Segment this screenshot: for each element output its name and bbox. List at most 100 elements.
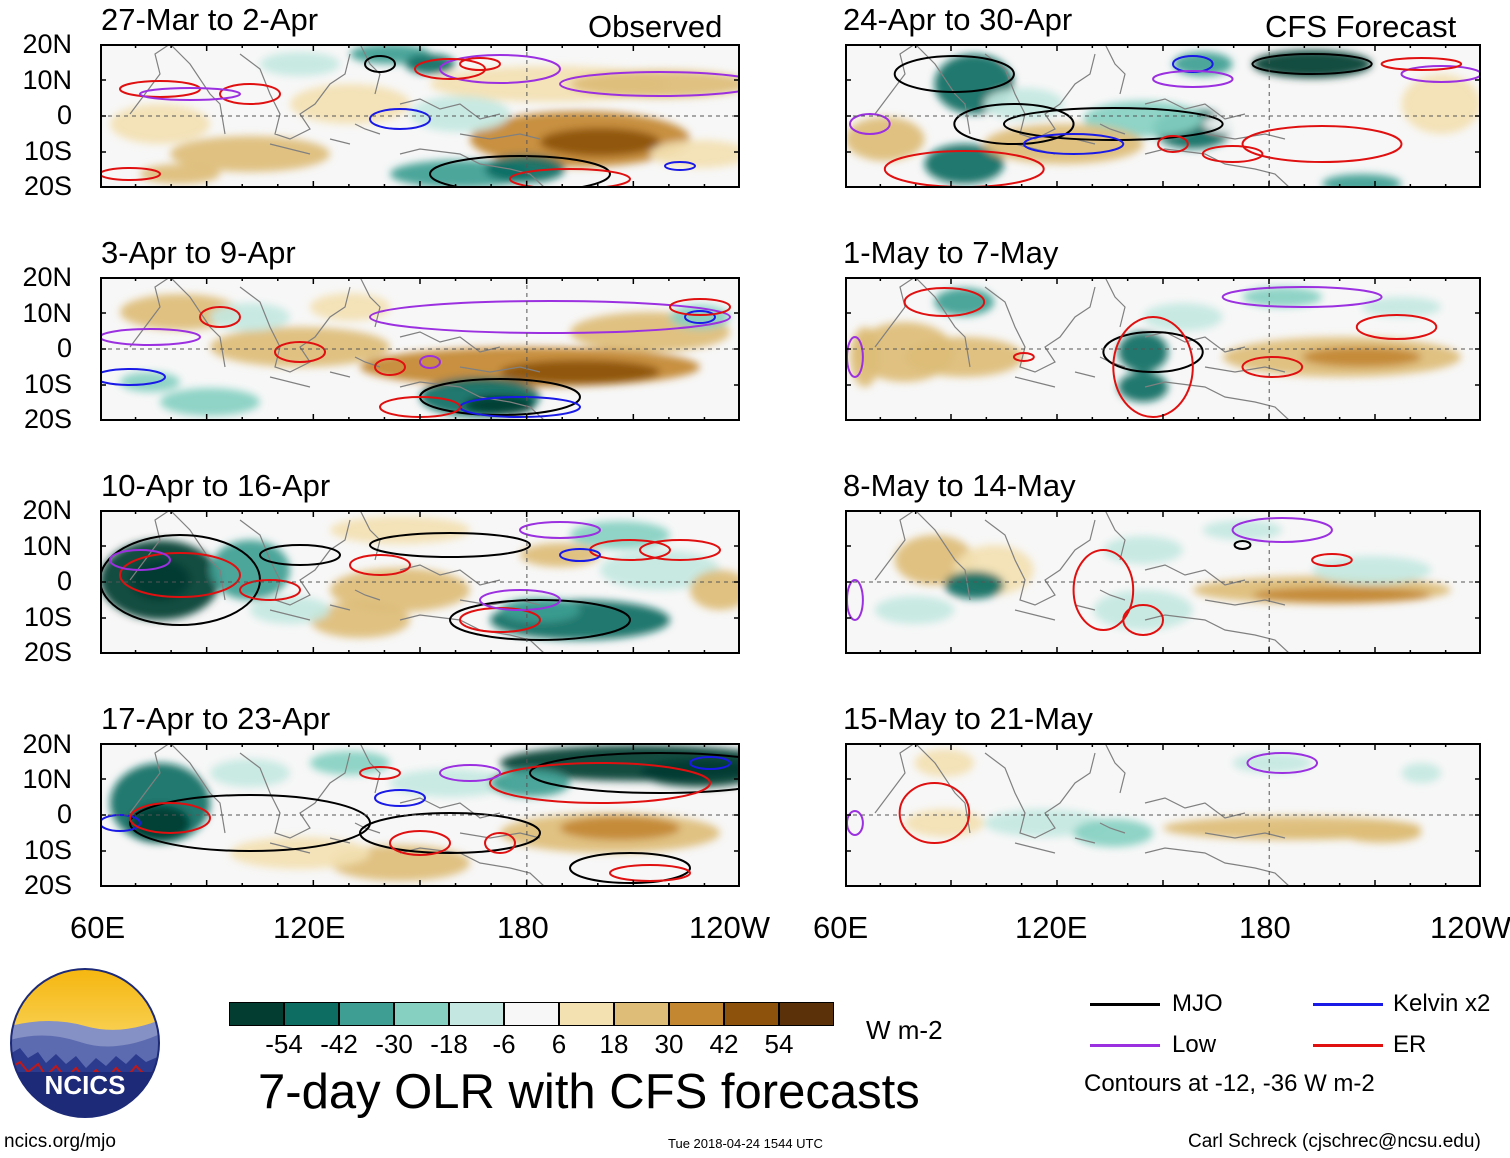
olr-anomaly-blob xyxy=(1341,823,1422,843)
lat-label: 10N xyxy=(22,531,72,561)
lat-label: 10S xyxy=(23,369,72,399)
contour-er xyxy=(1380,57,1463,71)
olr-anomaly-blob xyxy=(405,54,455,74)
lon-label: 60E xyxy=(70,910,126,945)
contour-mjo xyxy=(569,852,691,884)
contour-er xyxy=(459,57,501,71)
contour-er xyxy=(1157,135,1189,153)
contour-er xyxy=(274,341,326,363)
lat-label: 10N xyxy=(22,65,72,95)
contour-er xyxy=(1355,314,1438,340)
olr-anomaly-blob xyxy=(290,84,410,124)
panel-title-fc-1: 24-Apr to 30-Apr xyxy=(843,2,1073,37)
contour-kelvin xyxy=(684,310,716,324)
contour-er xyxy=(609,864,691,882)
contour-low xyxy=(1400,65,1481,83)
contour-er xyxy=(1072,549,1135,631)
colorbar-label: 18 xyxy=(599,1029,629,1059)
coastline xyxy=(874,277,1286,373)
olr-anomaly-blob xyxy=(1322,174,1402,188)
lon-label: 180 xyxy=(497,910,549,945)
lat-label: 0 xyxy=(56,100,72,130)
contour-low xyxy=(439,764,501,782)
colorbar-label: 6 xyxy=(551,1029,567,1059)
coastline xyxy=(269,822,546,887)
contour-er xyxy=(669,298,731,316)
contour-er xyxy=(898,782,971,844)
contour-er xyxy=(1012,352,1035,362)
olr-anomaly-blob xyxy=(230,837,370,869)
contour-low xyxy=(1221,286,1383,308)
olr-anomaly-blob xyxy=(410,96,510,132)
olr-anomaly-blob xyxy=(904,337,1024,377)
olr-map-forecast-3 xyxy=(845,510,1481,654)
colorbar-swatch xyxy=(779,1002,834,1026)
source-url[interactable]: ncics.org/mjo xyxy=(4,1131,116,1152)
olr-anomaly-blob xyxy=(1202,110,1362,138)
contour-er xyxy=(639,539,721,561)
contour-er xyxy=(509,168,631,188)
contour-kelvin xyxy=(559,548,601,562)
panel-title-fc-4: 15-May to 21-May xyxy=(843,701,1093,736)
lat-label: 10N xyxy=(22,298,72,328)
ncics-logo: NCICS xyxy=(10,968,160,1118)
lon-label: 60E xyxy=(813,910,869,945)
colorbar-label: 30 xyxy=(654,1029,684,1059)
olr-anomaly-blob xyxy=(330,516,470,544)
olr-anomaly-blob xyxy=(110,104,210,144)
panel-title-obs-3: 10-Apr to 16-Apr xyxy=(101,468,331,503)
contour-mjo xyxy=(259,544,341,566)
olr-anomaly-blob xyxy=(1361,297,1442,317)
olr-anomaly-blob xyxy=(570,70,740,98)
olr-anomaly-blob xyxy=(1312,556,1432,584)
olr-anomaly-blob xyxy=(330,568,470,612)
colorbar-label: 42 xyxy=(709,1029,739,1059)
contour-low xyxy=(519,521,601,539)
olr-anomaly-blob xyxy=(390,769,510,797)
olr-anomaly-blob xyxy=(984,809,1104,837)
olr-anomaly-blob xyxy=(120,372,180,392)
olr-anomaly-blob xyxy=(140,164,220,184)
olr-anomaly-blob xyxy=(924,144,1004,184)
olr-anomaly-blob xyxy=(1118,372,1168,402)
logo-text: NCICS xyxy=(45,1070,126,1100)
timestamp: Tue 2018-04-24 1544 UTC xyxy=(668,1136,823,1151)
contour-low xyxy=(479,589,561,611)
contour-low xyxy=(419,355,441,369)
contour-er xyxy=(100,167,161,181)
contour-low xyxy=(109,549,171,571)
legend-contour-note: Contours at -12, -36 W m-2 xyxy=(1084,1070,1375,1097)
colorbar-swatch xyxy=(559,1002,614,1026)
lat-label: 10S xyxy=(23,136,72,166)
colorbar-label: -6 xyxy=(492,1029,516,1059)
olr-anomaly-blob xyxy=(570,521,670,549)
olr-anomaly-blob xyxy=(1242,287,1322,307)
olr-anomaly-blob xyxy=(849,327,880,387)
coastline xyxy=(1014,822,1291,887)
olr-anomaly-blob xyxy=(1103,536,1183,564)
coastline xyxy=(269,356,546,421)
olr-anomaly-blob xyxy=(210,759,290,787)
lat-label: 20N xyxy=(22,29,72,59)
olr-anomaly-blob xyxy=(500,598,580,622)
panel-title-fc-3: 8-May to 14-May xyxy=(843,468,1076,503)
colorbar-label: -18 xyxy=(430,1029,468,1059)
author-credit: Carl Schreck (cjschrec@ncsu.edu) xyxy=(1188,1131,1481,1152)
contour-low xyxy=(369,300,731,334)
colorbar-swatch xyxy=(229,1002,284,1026)
panel-title-obs-2: 3-Apr to 9-Apr xyxy=(101,235,296,270)
contour-er xyxy=(1241,356,1304,378)
legend-er-label: ER xyxy=(1393,1031,1427,1058)
contour-low xyxy=(848,113,891,135)
coastline xyxy=(874,44,1286,140)
contour-mjo xyxy=(364,55,396,73)
contour-mjo xyxy=(1003,107,1224,141)
olr-anomaly-blob xyxy=(260,52,340,76)
contour-low xyxy=(1231,517,1333,543)
olr-anomaly-blob xyxy=(1232,753,1313,773)
lat-label: 10N xyxy=(22,764,72,794)
olr-anomaly-blob xyxy=(540,128,660,156)
lat-label: 0 xyxy=(56,799,72,829)
observed-label: Observed xyxy=(588,9,723,44)
lat-label: 10S xyxy=(23,835,72,865)
